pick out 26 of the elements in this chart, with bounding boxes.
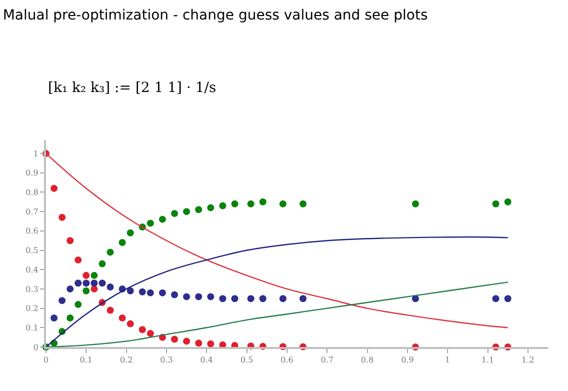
x-tick-label: 1.2	[522, 356, 534, 365]
y-tick-label: 0.5	[26, 246, 38, 256]
y-tick-label: 0.8	[26, 188, 38, 198]
y-tick-label: 0.7	[26, 207, 38, 216]
text: [k₁ k₂ k₃] := [2 1 1] · 1/s	[48, 80, 216, 96]
x-tick-label: 0	[43, 356, 49, 365]
x-tick-label: 1	[445, 356, 450, 365]
x-tick-label: 0.8	[360, 356, 374, 365]
x-tick-label: 0.6	[280, 356, 294, 365]
chart-title: Malual pre-optimization - change guess values and see plots	[2, 8, 428, 24]
x-tick-label: 0.9	[401, 356, 414, 365]
x-tick-label: 0.5	[240, 356, 254, 365]
y-tick-label: 0.3	[26, 284, 38, 294]
y-tick-label: 0	[33, 342, 38, 352]
x-tick-label: 0.2	[120, 356, 133, 365]
y-tick-label: 1	[33, 149, 38, 158]
x-tick-label: 0.4	[200, 356, 214, 365]
y-tick-label: 0.2	[26, 304, 38, 314]
y-tick-label: 0.9	[26, 168, 38, 178]
x-tick-label: 0.3	[160, 356, 173, 365]
x-tick-label: 1.1	[481, 356, 494, 365]
y-tick-label: 0.1	[26, 323, 38, 332]
x-tick-label: 0.7	[320, 356, 334, 365]
y-tick-label: 0.4	[26, 265, 38, 274]
y-tick-label: 0.6	[26, 226, 38, 236]
x-tick-label: 0.1	[80, 356, 93, 365]
